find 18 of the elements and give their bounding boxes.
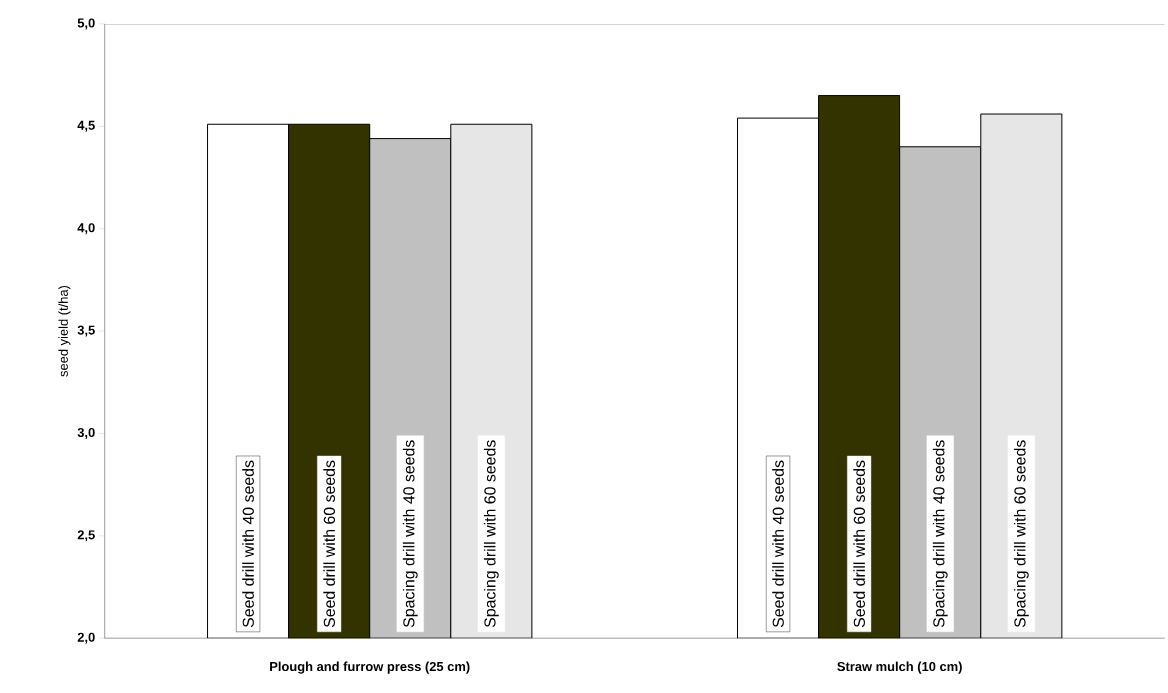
y-tick-label: 2,5: [77, 530, 95, 542]
x-tick-label: Plough and furrow press (25 cm): [270, 661, 470, 674]
series-label: Seed drill with 40 seeds: [242, 460, 254, 628]
x-tick-label: Straw mulch (10 cm): [837, 661, 962, 674]
y-tick-label: 3,5: [77, 325, 95, 337]
text: Spacing drill with 60 seeds: [1013, 440, 1029, 628]
text: Seed drill with 60 seeds: [853, 460, 865, 628]
y-tick-label: 2,0: [77, 632, 95, 644]
y-tick-label: 3,0: [77, 427, 95, 439]
series-label: Spacing drill with 40 seeds: [402, 440, 418, 628]
y-tick-label: 5,0: [77, 18, 95, 30]
series-label: Seed drill with 60 seeds: [323, 460, 335, 628]
y-tick-label: 4,5: [77, 120, 95, 132]
y-axis-title: seed yield (t/ha): [58, 285, 71, 377]
text: Spacing drill with 40 seeds: [932, 440, 948, 628]
series-label: Spacing drill with 60 seeds: [483, 440, 499, 628]
y-tick-label: 4,0: [77, 223, 95, 235]
text: Seed drill with 40 seeds: [772, 460, 784, 628]
